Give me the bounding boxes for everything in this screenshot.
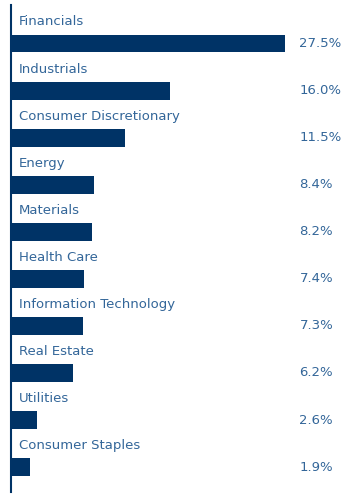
Text: Materials: Materials xyxy=(19,204,80,217)
Bar xyxy=(11,411,37,429)
Text: Consumer Discretionary: Consumer Discretionary xyxy=(19,110,180,123)
Text: Consumer Staples: Consumer Staples xyxy=(19,439,140,452)
Bar xyxy=(11,458,30,476)
Bar xyxy=(11,176,94,194)
Text: 2.6%: 2.6% xyxy=(300,414,333,426)
Text: 7.3%: 7.3% xyxy=(300,320,333,332)
Bar xyxy=(11,129,125,147)
Text: 8.4%: 8.4% xyxy=(300,178,333,191)
Text: 1.9%: 1.9% xyxy=(300,461,333,474)
Text: 11.5%: 11.5% xyxy=(300,131,342,144)
Bar xyxy=(11,270,85,288)
Text: 27.5%: 27.5% xyxy=(300,37,342,50)
Text: Utilities: Utilities xyxy=(19,392,69,405)
Text: Energy: Energy xyxy=(19,157,66,169)
Text: 6.2%: 6.2% xyxy=(300,366,333,380)
Text: 7.4%: 7.4% xyxy=(300,272,333,285)
Bar xyxy=(11,82,170,99)
Text: Financials: Financials xyxy=(19,15,84,28)
Bar xyxy=(11,223,93,241)
Bar xyxy=(11,364,72,382)
Text: Health Care: Health Care xyxy=(19,251,98,264)
Text: 8.2%: 8.2% xyxy=(300,225,333,238)
Bar xyxy=(11,317,84,335)
Bar xyxy=(11,35,284,53)
Text: Information Technology: Information Technology xyxy=(19,298,175,311)
Text: 16.0%: 16.0% xyxy=(300,84,341,97)
Text: Industrials: Industrials xyxy=(19,63,88,76)
Text: Real Estate: Real Estate xyxy=(19,345,94,358)
